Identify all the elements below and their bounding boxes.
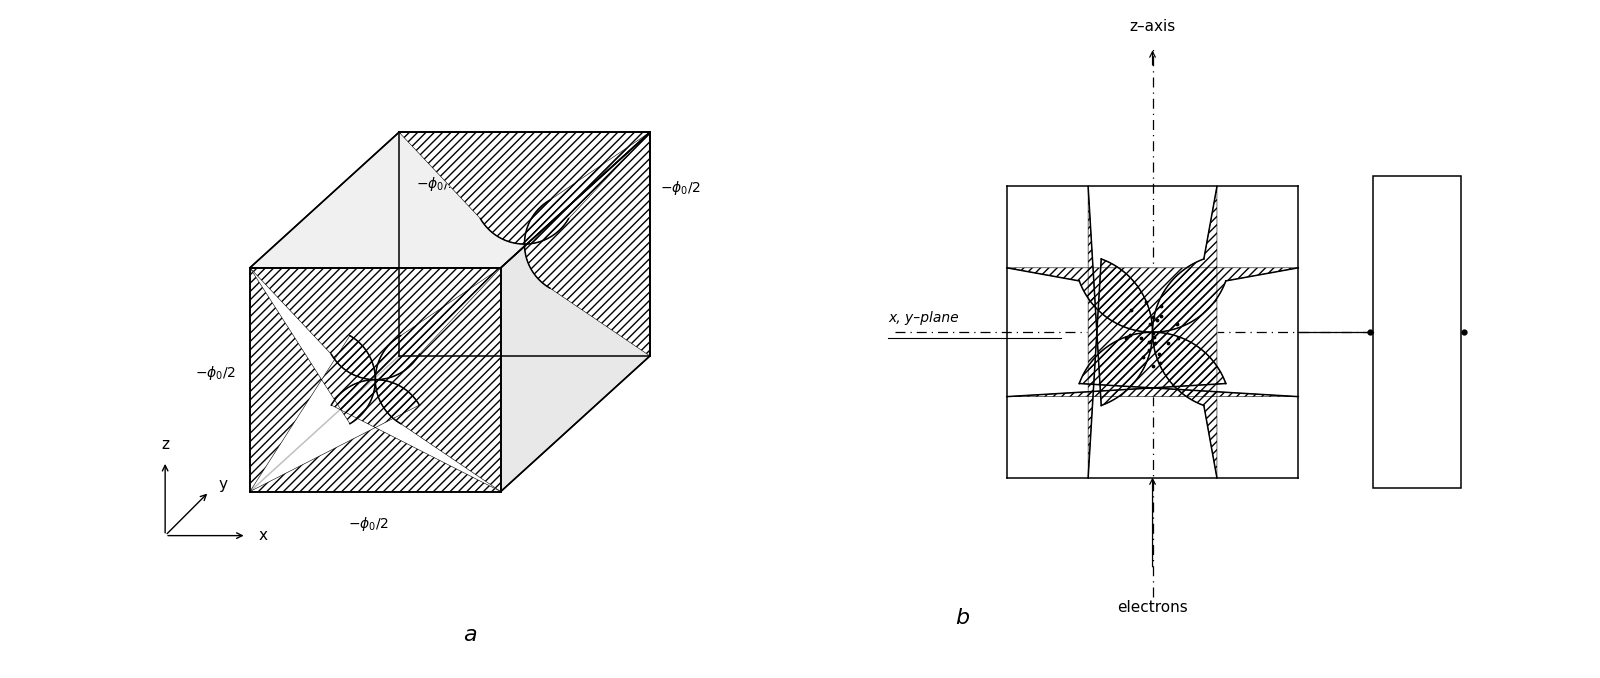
Polygon shape (1152, 186, 1218, 478)
Point (1136, 344, 1162, 355)
Text: $-\phi_0/2$: $-\phi_0/2$ (661, 179, 701, 197)
Point (1146, 348, 1171, 359)
Point (1128, 333, 1154, 344)
Polygon shape (1088, 186, 1152, 478)
Bar (1373, 176, 1461, 488)
Polygon shape (250, 268, 376, 492)
Point (1136, 337, 1162, 348)
Point (1141, 332, 1166, 342)
Point (1155, 338, 1181, 348)
Point (1118, 305, 1144, 316)
Text: z–axis: z–axis (1130, 19, 1176, 34)
Point (1147, 357, 1173, 368)
Point (1139, 361, 1165, 372)
Polygon shape (525, 132, 650, 356)
Point (1138, 319, 1163, 330)
Point (1117, 330, 1142, 340)
Point (1144, 315, 1170, 325)
Polygon shape (501, 132, 650, 492)
Point (1141, 327, 1166, 338)
Polygon shape (250, 380, 501, 492)
Polygon shape (376, 268, 501, 492)
Polygon shape (1006, 332, 1298, 397)
Point (1133, 296, 1158, 307)
Text: electrons: electrons (1117, 600, 1187, 615)
Polygon shape (1006, 268, 1298, 332)
Point (1131, 351, 1157, 362)
Point (1142, 338, 1168, 349)
Polygon shape (250, 268, 501, 380)
Point (1139, 311, 1165, 322)
Text: $-\phi_0/2$: $-\phi_0/2$ (349, 515, 389, 534)
Text: y: y (218, 477, 227, 492)
Point (1149, 300, 1174, 311)
Text: $-\phi_0/2$: $-\phi_0/2$ (195, 364, 237, 382)
Point (1165, 319, 1190, 330)
Text: $-\phi_0/2$: $-\phi_0/2$ (416, 175, 456, 193)
Text: z: z (162, 437, 170, 452)
Polygon shape (398, 132, 650, 244)
Text: $U_0$: $U_0$ (1378, 323, 1398, 342)
Point (1165, 333, 1190, 344)
Point (1114, 333, 1139, 344)
Text: x: x (259, 528, 267, 543)
Text: x, y–plane: x, y–plane (888, 311, 958, 325)
Point (1149, 311, 1174, 321)
Polygon shape (250, 132, 650, 268)
Text: $2r_0$: $2r_0$ (379, 359, 398, 374)
Text: b: b (955, 607, 970, 628)
Text: a: a (464, 624, 477, 645)
